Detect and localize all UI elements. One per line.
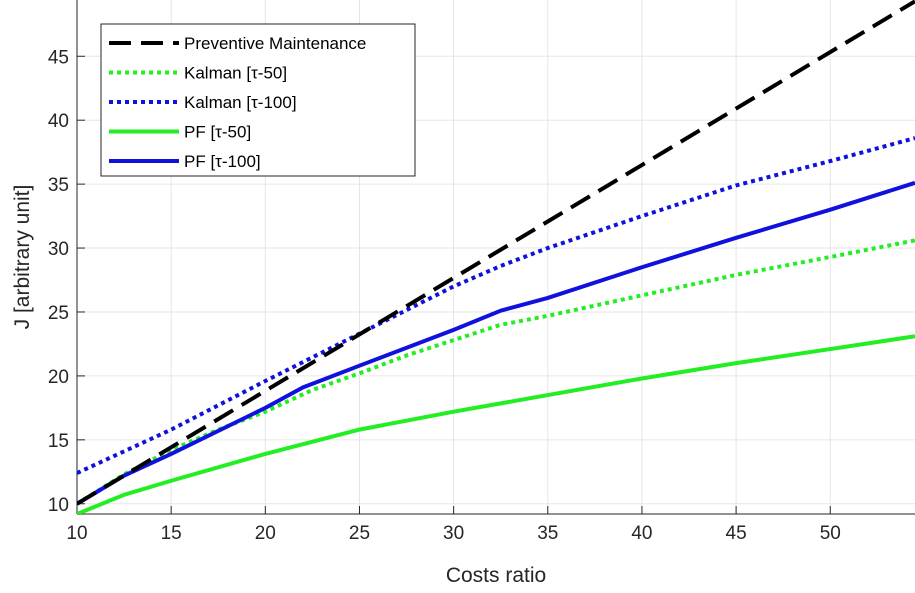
legend-label: Kalman [τ-50] — [184, 64, 287, 83]
y-tick-label: 40 — [48, 111, 69, 132]
x-tick-label: 35 — [537, 523, 558, 544]
x-tick-label: 25 — [349, 523, 370, 544]
x-tick-label: 45 — [726, 523, 747, 544]
y-tick-label: 35 — [48, 175, 69, 196]
x-tick-label: 30 — [443, 523, 464, 544]
y-tick-label: 20 — [48, 367, 69, 388]
y-tick-label: 15 — [48, 431, 69, 452]
series-line — [77, 0, 915, 506]
series-line — [77, 136, 915, 475]
x-tick-label: 40 — [631, 523, 652, 544]
x-tick-label: 10 — [66, 523, 87, 544]
x-axis-title: Costs ratio — [446, 564, 546, 587]
legend-box — [100, 23, 416, 177]
legend-label: PF [τ-100] — [184, 152, 261, 171]
legend-label: Kalman [τ-100] — [184, 93, 297, 112]
x-tick-label: 15 — [161, 523, 182, 544]
x-tick-label: 20 — [255, 523, 276, 544]
y-tick-label: 25 — [48, 303, 69, 324]
legend: Preventive Maintenance Kalman [τ-50] Kalma… — [100, 23, 416, 177]
series-line — [77, 238, 915, 506]
y-tick-label: 45 — [48, 47, 69, 68]
series-line — [77, 180, 915, 506]
x-tick-label: 50 — [820, 523, 841, 544]
y-tick-label: 10 — [48, 495, 69, 516]
axes — [76, 0, 915, 515]
series-layer — [77, 0, 915, 514]
y-tick-label: 30 — [48, 239, 69, 260]
legend-label: Preventive Maintenance — [184, 34, 366, 53]
series-line — [77, 334, 915, 514]
legend-label: PF [τ-50] — [184, 123, 251, 142]
x-tick-labels: 10 15 20 25 30 35 40 45 50 — [66, 523, 840, 544]
y-tick-labels: 10 15 20 25 30 35 40 45 — [48, 47, 69, 516]
y-axis-title: J [arbitrary unit] — [11, 185, 34, 330]
